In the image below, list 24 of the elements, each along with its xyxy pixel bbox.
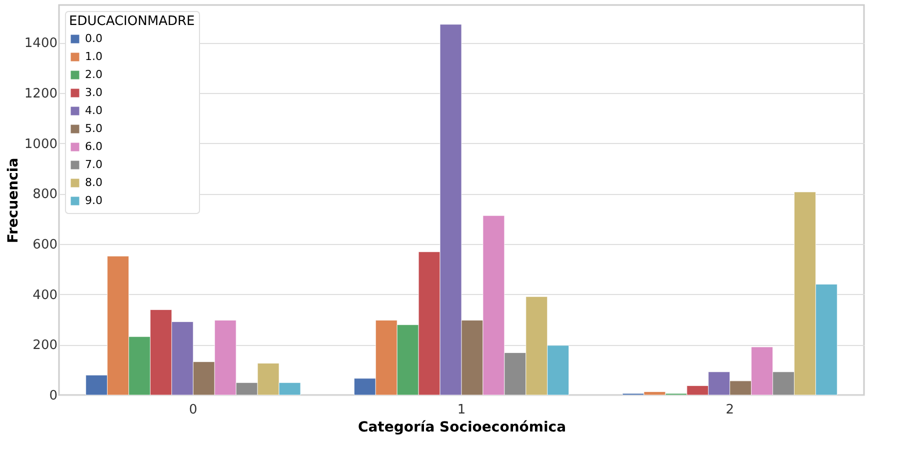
- x-tick-label: 0: [189, 402, 198, 418]
- legend-title: EDUCACIONMADRE: [69, 14, 195, 29]
- legend-label: 5.0: [85, 122, 102, 135]
- y-tick-label: 800: [32, 187, 58, 202]
- x-tick-label: 2: [726, 402, 734, 418]
- legend-label: 9.0: [85, 194, 102, 207]
- y-tick-label: 1000: [24, 136, 58, 152]
- y-tick-label: 200: [32, 338, 58, 354]
- legend-label: 4.0: [85, 104, 102, 117]
- y-tick-label: 400: [32, 288, 58, 303]
- legend-label: 6.0: [85, 140, 102, 153]
- y-tick-label: 1200: [24, 86, 58, 102]
- legend-label: 0.0: [85, 32, 102, 45]
- legend-label: 1.0: [85, 50, 102, 63]
- legend-label: 3.0: [85, 86, 102, 99]
- x-tick-label: 1: [457, 402, 466, 418]
- y-tick-label: 1400: [24, 36, 58, 52]
- legend-label: 2.0: [85, 68, 102, 81]
- y-tick-label: 600: [32, 238, 58, 253]
- y-tick-label: 0: [49, 388, 58, 404]
- legend-label: 7.0: [85, 158, 102, 171]
- legend-label: 8.0: [85, 176, 102, 189]
- x-axis-title: Categoría Socioeconómica: [358, 420, 566, 436]
- y-axis-title: Frecuencia: [5, 158, 22, 244]
